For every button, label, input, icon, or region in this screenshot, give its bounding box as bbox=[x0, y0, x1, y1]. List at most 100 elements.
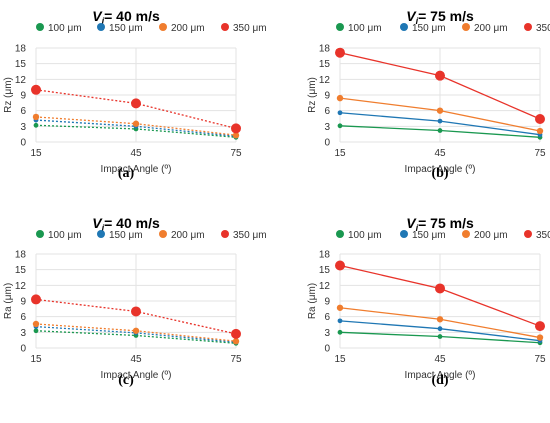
data-point bbox=[536, 334, 544, 341]
legend-label: 200 μm bbox=[474, 23, 508, 34]
data-point bbox=[132, 327, 140, 334]
x-tick-label: 45 bbox=[130, 148, 142, 159]
y-tick-label: 0 bbox=[324, 138, 330, 149]
data-point bbox=[132, 120, 140, 127]
data-point bbox=[232, 132, 240, 139]
y-tick-label: 12 bbox=[319, 75, 331, 86]
y-tick-label: 9 bbox=[20, 91, 26, 102]
legend-marker bbox=[159, 23, 167, 31]
chart-title: Vi= 75 m/s bbox=[406, 215, 474, 233]
y-tick-label: 3 bbox=[324, 122, 330, 133]
chart-panel-4: Vi= 75 m/s 100 μm 150 μm 200 μm 350 μm 0 3 6 9 12… bbox=[307, 215, 550, 381]
data-point bbox=[231, 123, 241, 134]
x-axis-label: Impact Angle (º) bbox=[405, 164, 476, 175]
data-point bbox=[336, 94, 344, 102]
y-tick-label: 9 bbox=[324, 297, 330, 308]
data-point bbox=[437, 334, 443, 339]
data-point bbox=[232, 338, 240, 345]
legend-label: 200 μm bbox=[171, 230, 205, 241]
legend-marker bbox=[524, 230, 532, 238]
legend-label: 350 μm bbox=[536, 23, 550, 34]
data-point bbox=[437, 118, 443, 124]
y-tick-label: 18 bbox=[15, 250, 27, 261]
legend-marker bbox=[336, 23, 344, 31]
legend-label: 150 μm bbox=[412, 230, 446, 241]
y-tick-label: 18 bbox=[319, 250, 331, 261]
data-point bbox=[436, 316, 444, 323]
x-axis-label: Impact Angle (º) bbox=[101, 164, 172, 175]
y-tick-label: 6 bbox=[324, 312, 330, 323]
y-tick-label: 12 bbox=[15, 281, 27, 292]
y-tick-label: 9 bbox=[324, 91, 330, 102]
y-tick-label: 9 bbox=[20, 297, 26, 308]
chart-title: Vi= 40 m/s bbox=[92, 8, 160, 26]
legend-label: 200 μm bbox=[171, 23, 205, 34]
panel-label: (b) bbox=[431, 166, 449, 181]
x-tick-label: 75 bbox=[230, 148, 242, 159]
data-point bbox=[337, 123, 343, 129]
legend-marker bbox=[336, 230, 344, 238]
data-point bbox=[131, 306, 141, 317]
legend-label: 100 μm bbox=[48, 230, 82, 241]
data-point bbox=[31, 84, 41, 95]
legend-label: 150 μm bbox=[109, 23, 143, 34]
x-tick-label: 15 bbox=[334, 354, 346, 365]
data-point bbox=[336, 304, 344, 311]
legend-marker bbox=[36, 23, 44, 31]
data-point bbox=[33, 328, 39, 334]
legend-marker bbox=[36, 230, 44, 238]
data-point bbox=[535, 321, 545, 332]
y-tick-label: 12 bbox=[15, 75, 27, 86]
y-tick-label: 3 bbox=[20, 328, 26, 339]
legend-label: 100 μm bbox=[348, 230, 382, 241]
panel-label: (a) bbox=[117, 166, 135, 181]
y-tick-label: 0 bbox=[324, 344, 330, 355]
data-point bbox=[536, 127, 544, 135]
legend-label: 200 μm bbox=[474, 230, 508, 241]
y-axis-label: Ra (μm) bbox=[307, 283, 318, 319]
data-point bbox=[435, 70, 445, 81]
x-axis-label: Impact Angle (º) bbox=[101, 370, 172, 381]
x-tick-label: 75 bbox=[230, 354, 242, 365]
x-tick-label: 15 bbox=[30, 148, 42, 159]
x-axis-label: Impact Angle (º) bbox=[405, 370, 476, 381]
data-point bbox=[335, 47, 345, 58]
data-point bbox=[337, 318, 343, 324]
y-tick-label: 3 bbox=[324, 328, 330, 339]
legend-marker bbox=[97, 23, 105, 31]
legend-label: 100 μm bbox=[348, 23, 382, 34]
data-point bbox=[436, 107, 444, 114]
x-tick-label: 45 bbox=[130, 354, 142, 365]
legend-label: 150 μm bbox=[109, 230, 143, 241]
legend-marker bbox=[221, 230, 229, 238]
x-tick-label: 75 bbox=[534, 148, 546, 159]
x-tick-label: 15 bbox=[334, 148, 346, 159]
y-axis-label: Rz (μm) bbox=[3, 77, 14, 113]
y-tick-label: 0 bbox=[20, 138, 26, 149]
data-point bbox=[437, 326, 443, 332]
legend-label: 150 μm bbox=[412, 23, 446, 34]
y-tick-label: 15 bbox=[319, 265, 331, 276]
y-tick-label: 3 bbox=[20, 122, 26, 133]
panel-label: (c) bbox=[118, 373, 134, 388]
legend-marker bbox=[221, 23, 229, 31]
y-tick-label: 6 bbox=[20, 312, 26, 323]
data-point bbox=[231, 328, 241, 339]
y-axis-label: Ra (μm) bbox=[3, 283, 14, 319]
y-tick-label: 15 bbox=[15, 265, 27, 276]
chart-panel-1: Vi= 40 m/s 100 μm 150 μm 200 μm 350 μm 0 3 6 9 12… bbox=[3, 8, 267, 175]
legend-label: 100 μm bbox=[48, 23, 82, 34]
data-point bbox=[535, 114, 545, 125]
data-point bbox=[32, 320, 40, 328]
data-point bbox=[131, 98, 141, 109]
data-point bbox=[335, 260, 345, 271]
x-tick-label: 45 bbox=[434, 148, 446, 159]
data-point bbox=[337, 329, 343, 335]
y-tick-label: 0 bbox=[20, 344, 26, 355]
legend-marker bbox=[159, 230, 167, 238]
data-point bbox=[31, 294, 41, 305]
data-point bbox=[32, 113, 40, 121]
y-tick-label: 15 bbox=[319, 59, 331, 70]
legend-label: 350 μm bbox=[536, 230, 550, 241]
